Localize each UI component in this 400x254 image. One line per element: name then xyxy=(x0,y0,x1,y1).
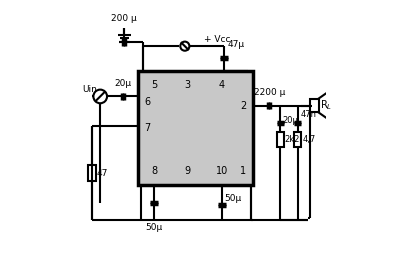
Text: Uin: Uin xyxy=(82,85,98,94)
Text: 4,7: 4,7 xyxy=(302,135,316,144)
Text: 7: 7 xyxy=(144,123,151,133)
Bar xyxy=(88,165,96,181)
Text: 20μ: 20μ xyxy=(283,116,298,125)
Text: 4: 4 xyxy=(219,80,225,90)
Bar xyxy=(310,99,319,113)
Bar xyxy=(138,71,253,185)
Text: 2: 2 xyxy=(240,101,246,110)
Text: 10: 10 xyxy=(216,166,228,176)
Text: 6: 6 xyxy=(145,97,151,107)
Text: 9: 9 xyxy=(184,166,190,176)
Text: 5: 5 xyxy=(151,80,157,90)
Text: 50μ: 50μ xyxy=(224,194,242,203)
Text: 8: 8 xyxy=(151,166,157,176)
Text: 47n: 47n xyxy=(300,110,316,119)
Text: 20μ: 20μ xyxy=(114,79,132,88)
Bar xyxy=(276,132,284,147)
Text: + Vcc: + Vcc xyxy=(204,35,230,44)
Text: 2k2: 2k2 xyxy=(285,135,300,144)
Bar xyxy=(294,132,301,147)
Text: 2200 μ: 2200 μ xyxy=(254,88,285,97)
Text: 200 μ: 200 μ xyxy=(111,14,137,23)
Text: R$_L$: R$_L$ xyxy=(320,99,333,113)
Text: 3: 3 xyxy=(184,80,190,90)
Text: 50μ: 50μ xyxy=(146,223,163,232)
Text: 47: 47 xyxy=(97,169,108,178)
Text: 1: 1 xyxy=(240,166,246,176)
Text: 47μ: 47μ xyxy=(228,40,245,50)
